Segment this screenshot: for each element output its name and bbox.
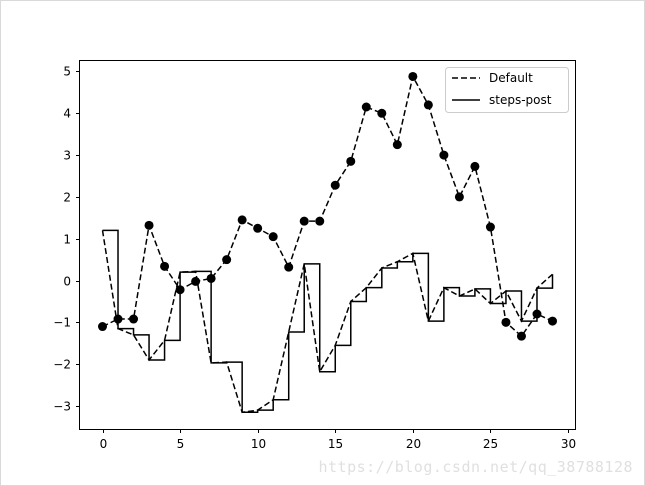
y-tick-label: 1	[63, 233, 71, 247]
y-tick-label: 4	[63, 107, 71, 121]
series-marker-point	[516, 331, 526, 341]
series-marker-point	[129, 314, 139, 324]
series-marker-point	[439, 150, 449, 160]
series-marker-point	[237, 215, 247, 225]
plot-area	[98, 71, 557, 414]
legend-steps-post-label: steps-post	[489, 93, 552, 107]
y-tick-label: −2	[53, 358, 71, 372]
series-marker-point	[175, 285, 185, 295]
series-marker-point	[501, 317, 511, 327]
series-marker-point	[191, 276, 201, 286]
series-marker-point	[532, 309, 542, 319]
series-marker-point	[268, 232, 278, 242]
series-marker-point	[392, 140, 402, 150]
series-marker-point	[284, 262, 294, 272]
series-marker-point	[113, 314, 123, 324]
series-marker-point	[315, 216, 325, 226]
series-steps-post-line	[102, 229, 554, 414]
series-marker-point	[485, 222, 495, 232]
x-tick-label: 0	[100, 437, 108, 451]
series-marker-point	[408, 71, 418, 81]
y-tick-label: 5	[63, 65, 71, 79]
x-tick-label: 20	[406, 437, 421, 451]
series-marker-point	[346, 156, 356, 166]
series-marker-line	[102, 74, 553, 338]
series-marker-point	[222, 255, 232, 265]
series-marker-point	[377, 108, 387, 118]
x-tick-label: 15	[328, 437, 343, 451]
series-marker-point	[361, 102, 371, 112]
y-tick-label: 3	[63, 149, 71, 163]
x-tick-label: 10	[251, 437, 266, 451]
series-marker-point	[470, 161, 480, 171]
legend-box	[445, 67, 569, 113]
y-tick-label: 0	[63, 275, 71, 289]
y-tick-label: −3	[53, 400, 71, 414]
series-marker-point	[144, 220, 154, 230]
series-marker-point	[160, 261, 170, 271]
legend: Default steps-post	[445, 67, 569, 113]
series-marker-point	[98, 322, 107, 332]
series-marker-point	[454, 192, 464, 202]
series-marker-point	[206, 273, 216, 283]
series-marker-point	[423, 100, 433, 110]
x-tick-label: 25	[483, 437, 498, 451]
series-marker-point	[299, 216, 309, 226]
series-marker-point	[330, 180, 340, 190]
legend-default-label: Default	[489, 71, 533, 85]
x-tick-label: 5	[177, 437, 185, 451]
axis-ticks: 0 5 10 15 20 25 30 −3 −2 −1 0 1 2 3 4 5	[53, 65, 576, 452]
watermark: https://blog.csdn.net/qq_38788128	[318, 458, 633, 476]
series-marker-point	[253, 223, 263, 233]
series-marker-point	[548, 316, 557, 326]
x-tick-label: 30	[561, 437, 576, 451]
y-tick-label: 2	[63, 191, 71, 205]
axes-frame	[79, 60, 576, 430]
series-default-line	[101, 230, 553, 414]
y-tick-label: −1	[53, 316, 71, 330]
